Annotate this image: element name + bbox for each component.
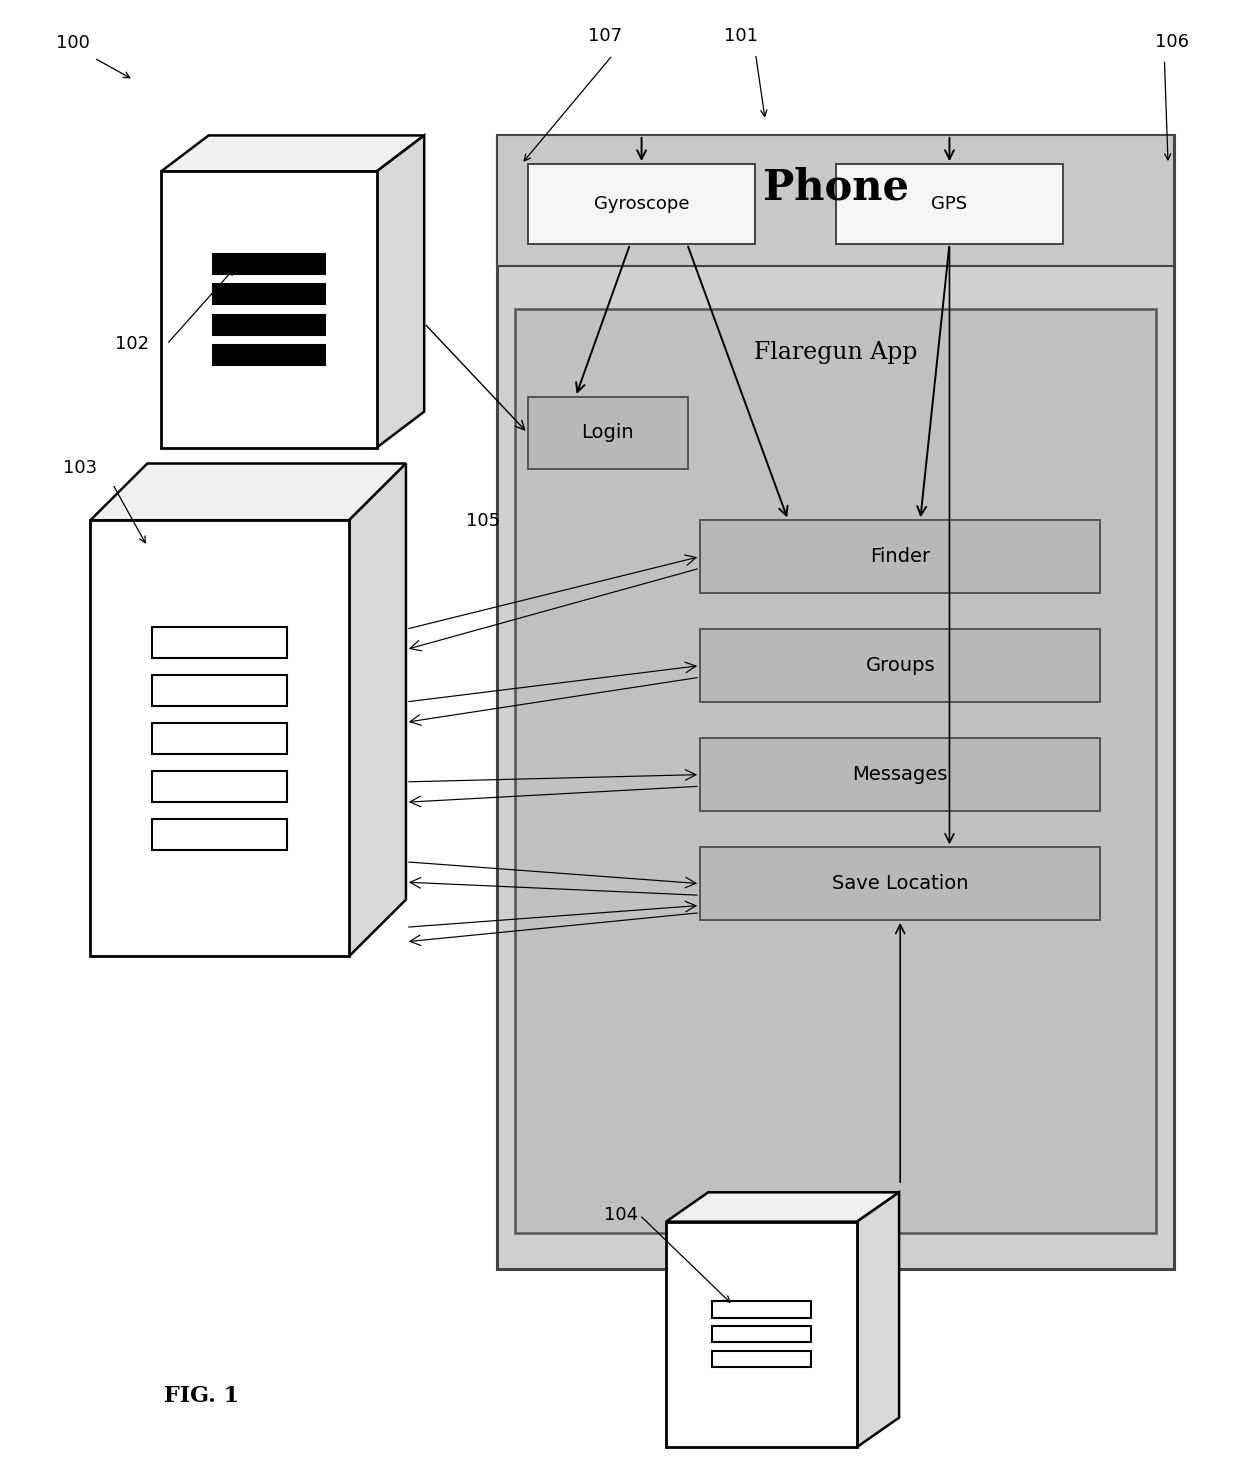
Text: Phone: Phone [763,167,909,209]
Text: 103: 103 [63,459,98,477]
Text: Save Location: Save Location [832,874,968,893]
Text: 100: 100 [56,34,89,53]
Bar [213,314,325,335]
Bar [712,1351,811,1367]
Bar [213,284,325,304]
Bar [153,819,286,849]
Text: Messages: Messages [853,765,947,784]
Text: 102: 102 [115,335,149,354]
Text: 107: 107 [588,26,622,45]
Polygon shape [348,463,405,956]
Text: Groups: Groups [866,656,935,675]
Text: Login: Login [582,424,634,443]
Polygon shape [857,1193,899,1447]
FancyBboxPatch shape [836,164,1064,244]
Text: 104: 104 [604,1206,639,1224]
FancyBboxPatch shape [701,520,1100,594]
Bar [153,627,286,658]
FancyBboxPatch shape [701,629,1100,702]
FancyBboxPatch shape [701,848,1100,920]
Text: Finder: Finder [870,547,930,566]
Bar [712,1301,811,1317]
Bar [91,520,348,956]
FancyBboxPatch shape [497,135,1174,266]
Polygon shape [91,463,405,520]
Polygon shape [377,136,424,447]
Text: FIG. 1: FIG. 1 [164,1385,239,1406]
Polygon shape [161,136,424,171]
Bar [712,1326,811,1342]
FancyBboxPatch shape [701,738,1100,811]
Text: 106: 106 [1154,32,1189,51]
FancyBboxPatch shape [528,164,755,244]
Text: GPS: GPS [931,194,967,213]
FancyBboxPatch shape [528,396,688,469]
Bar [213,254,325,273]
Polygon shape [666,1193,899,1222]
FancyBboxPatch shape [516,310,1156,1232]
Text: Flaregun App: Flaregun App [754,342,918,364]
Text: Gyroscope: Gyroscope [594,194,689,213]
Text: 101: 101 [724,26,758,45]
Bar [153,770,286,803]
Bar [153,674,286,706]
Text: 105: 105 [466,512,500,531]
Bar [666,1222,857,1447]
Bar [161,171,377,447]
FancyBboxPatch shape [497,135,1174,1269]
Bar [153,722,286,754]
Bar [213,345,325,366]
